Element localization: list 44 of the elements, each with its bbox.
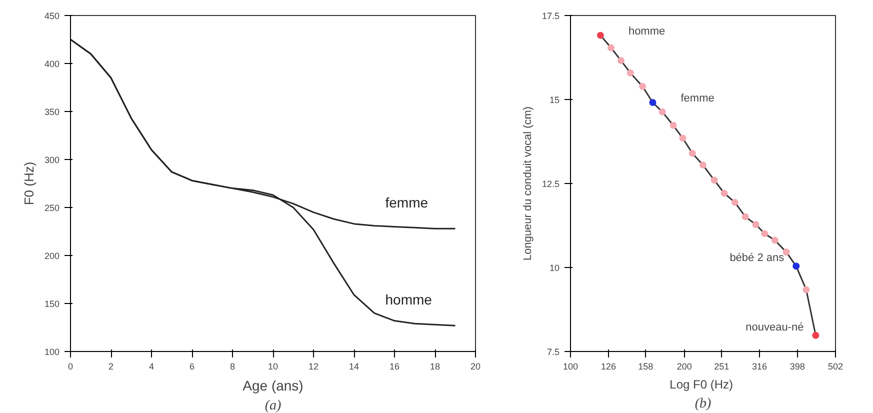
- x-tick-label: 100: [562, 362, 578, 372]
- annotation: homme: [628, 25, 666, 38]
- x-tick-label: 126: [600, 362, 616, 372]
- x-tick-label: 14: [348, 362, 360, 372]
- y-axis-title: F0 (Hz): [21, 162, 36, 206]
- annotation: femme: [680, 92, 714, 105]
- y-tick-label: 350: [44, 107, 60, 117]
- x-tick-label: 398: [790, 362, 805, 372]
- y-tick-label: 300: [44, 155, 60, 165]
- y-tick-label: 12.5: [542, 179, 560, 189]
- x-tick-label: 12: [308, 362, 319, 372]
- y-tick-label: 250: [44, 203, 60, 213]
- y-tick-label: 150: [44, 299, 60, 309]
- x-tick-label: 20: [470, 362, 481, 372]
- series-label: femme: [385, 194, 428, 211]
- y-tick-label: 7.5: [546, 347, 560, 357]
- series-label: homme: [385, 292, 432, 308]
- x-tick-label: 10: [268, 362, 278, 372]
- y-tick-label: 17.5: [542, 11, 560, 21]
- x-tick-label: 316: [752, 362, 767, 372]
- x-tick-label: 16: [389, 362, 400, 372]
- x-tick-label: 158: [638, 362, 654, 372]
- annotation: bébé 2 ans: [730, 252, 785, 264]
- x-axis-title: Log F0 (Hz): [670, 378, 734, 392]
- x-tick-label: 2: [108, 362, 114, 372]
- x-tick-label: 251: [714, 362, 730, 372]
- y-tick-label: 450: [44, 11, 60, 21]
- text: (a): [264, 398, 282, 413]
- x-tick-label: 6: [189, 362, 195, 372]
- x-tick-label: 502: [828, 362, 844, 372]
- y-axis-title: Longueur du conduit vocal (cm): [522, 106, 534, 261]
- y-tick-label: 200: [44, 251, 60, 261]
- x-tick-label: 8: [230, 362, 236, 372]
- x-tick-label: 18: [430, 362, 440, 372]
- x-tick-label: 0: [68, 362, 74, 372]
- annotation: nouveau-né: [746, 321, 804, 334]
- y-tick-label: 10: [549, 263, 560, 273]
- text: (b): [694, 396, 712, 412]
- x-tick-label: 200: [676, 362, 692, 372]
- x-tick-label: 4: [148, 362, 154, 372]
- x-axis-title: Age (ans): [242, 378, 304, 394]
- y-tick-label: 15: [549, 95, 560, 105]
- y-tick-label: 400: [44, 59, 60, 69]
- y-tick-label: 100: [44, 347, 60, 357]
